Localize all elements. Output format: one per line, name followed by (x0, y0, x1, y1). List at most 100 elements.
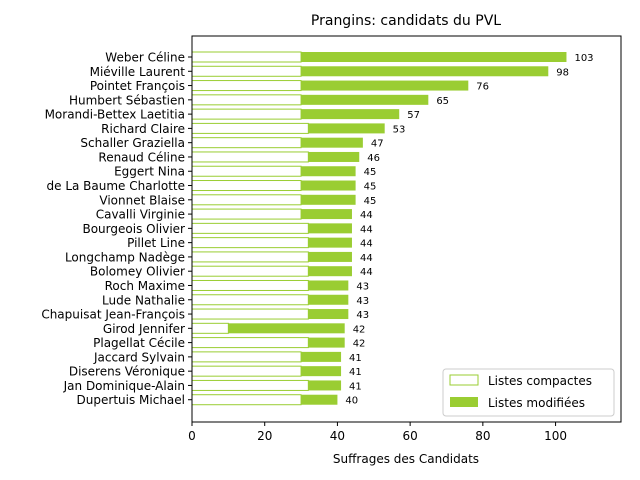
candidate-label: Vionnet Blaise (99, 193, 185, 207)
bar-compact (191, 108, 302, 120)
value-label: 44 (360, 267, 373, 278)
value-label: 41 (349, 367, 362, 378)
bar-compact (191, 294, 309, 306)
candidate-label: Miéville Laurent (90, 65, 186, 79)
bar-modified (301, 394, 338, 405)
bar-compact (191, 51, 302, 63)
bar-compact (191, 237, 309, 249)
value-label: 57 (407, 110, 420, 121)
x-tick-label: 100 (544, 429, 567, 443)
bar-compact (191, 122, 309, 134)
bar-compact (191, 65, 302, 77)
bar-modified (301, 209, 352, 220)
bar-modified (308, 380, 342, 391)
value-label: 45 (364, 196, 377, 207)
value-label: 76 (476, 82, 489, 93)
bar-modified (301, 109, 400, 120)
bar-compact (191, 94, 302, 106)
bar-compact (191, 80, 302, 92)
legend: Listes compactes Listes modifiées (442, 368, 615, 417)
bar-modified (308, 223, 352, 234)
chart-title: Prangins: candidats du PVL (311, 13, 501, 29)
bar-modified (301, 180, 356, 191)
value-label: 41 (349, 381, 362, 392)
legend-swatch-compact (449, 374, 479, 386)
x-tick-label: 80 (475, 429, 490, 443)
candidate-label: Dupertuis Michael (77, 393, 185, 407)
value-label: 98 (556, 67, 569, 78)
x-tick-label: 60 (402, 429, 417, 443)
candidate-label: Richard Claire (101, 122, 185, 136)
bar-compact (191, 180, 302, 192)
bar-modified (308, 337, 345, 348)
x-tick-label: 20 (257, 429, 272, 443)
candidate-label: Plagellat Cécile (93, 336, 185, 350)
bar-modified (308, 294, 349, 305)
candidate-label: Weber Céline (105, 51, 185, 65)
bar-compact (191, 151, 309, 163)
candidate-label: Lude Nathalie (102, 293, 185, 307)
candidate-label: Chapuisat Jean-François (41, 308, 185, 322)
x-tick-label: 0 (188, 429, 196, 443)
candidate-label: Morandi-Bettex Laetitia (45, 108, 185, 122)
bar-compact (191, 379, 309, 391)
x-axis-label: Suffrages des Candidats (333, 452, 479, 466)
candidate-label: Longchamp Nadège (65, 250, 185, 264)
bar-modified (308, 280, 349, 291)
bar-compact (191, 194, 302, 206)
bar-modified (308, 123, 385, 134)
value-label: 103 (574, 53, 593, 64)
bar-modified (301, 194, 356, 205)
value-label: 43 (356, 281, 369, 292)
bars-group (191, 51, 567, 406)
candidate-label: Jan Dominique-Alain (63, 379, 185, 393)
candidate-label: Renaud Céline (98, 150, 185, 164)
bar-modified (308, 151, 360, 162)
bar-modified (228, 323, 345, 334)
legend-frame (442, 368, 615, 417)
bar-modified (301, 137, 363, 148)
bar-compact (191, 308, 309, 320)
value-label: 42 (353, 324, 366, 335)
candidate-label: Bourgeois Olivier (82, 222, 185, 236)
bar-compact (191, 208, 302, 220)
value-label: 44 (360, 224, 373, 235)
value-label: 44 (360, 253, 373, 264)
plot-frame (191, 35, 622, 423)
x-axis-ticks: 0 20 40 60 80 100 (188, 422, 567, 443)
bar-modified (308, 309, 349, 320)
bar-modified (308, 251, 352, 262)
bar-compact (191, 394, 302, 406)
value-label: 65 (436, 96, 449, 107)
bar-modified (308, 266, 352, 277)
bar-modified (301, 80, 469, 91)
legend-swatch-modified (450, 397, 478, 407)
candidate-label: Humbert Sébastien (69, 93, 185, 107)
bar-modified (301, 166, 356, 177)
bar-compact (191, 279, 309, 291)
bar-compact (191, 265, 309, 277)
value-label: 53 (393, 124, 406, 135)
candidate-label: Pillet Line (127, 236, 185, 250)
legend-label-modified: Listes modifiées (488, 396, 585, 410)
candidate-label: Cavalli Virginie (96, 208, 185, 222)
x-tick-label: 40 (330, 429, 345, 443)
candidate-label: Schaller Graziella (80, 136, 185, 150)
candidate-label: de La Baume Charlotte (47, 179, 186, 193)
value-label: 47 (371, 139, 384, 150)
candidate-label: Eggert Nina (114, 165, 185, 179)
value-label: 42 (353, 339, 366, 350)
bar-modified (308, 237, 352, 248)
bar-compact (191, 251, 309, 263)
candidate-label: Roch Maxime (105, 279, 185, 293)
bar-compact (191, 351, 302, 363)
bar-modified (301, 366, 342, 377)
legend-label-compact: Listes compactes (488, 374, 592, 388)
bar-modified (301, 66, 549, 77)
candidate-label: Diserens Véronique (69, 365, 185, 379)
value-label: 46 (367, 153, 380, 164)
candidate-label: Pointet François (90, 79, 185, 93)
